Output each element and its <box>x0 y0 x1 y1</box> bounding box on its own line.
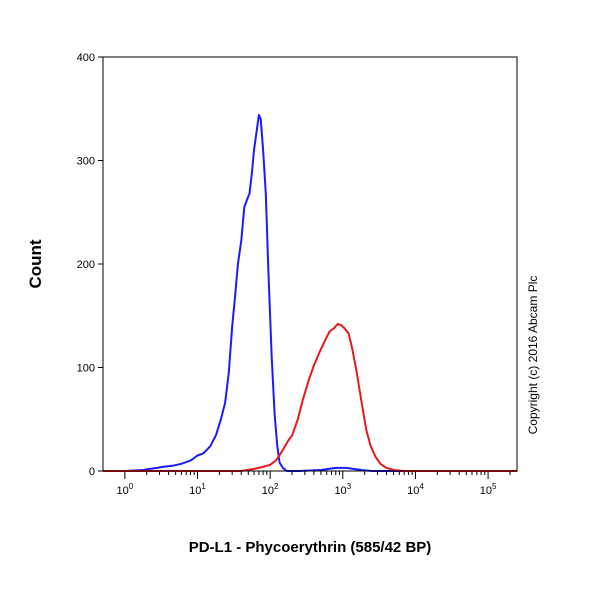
copyright-text: Copyright (c) 2016 Abcam Plc <box>526 276 540 435</box>
x-axis: 100 101 102 103 104 105 <box>117 471 511 497</box>
x-tick-label: 102 <box>262 482 279 497</box>
series-line-1 <box>103 114 517 472</box>
x-tick-base: 10 <box>480 485 492 497</box>
y-axis: 0 100 200 300 400 <box>77 52 103 478</box>
y-tick-label: 300 <box>77 156 95 168</box>
x-tick-exponent: 4 <box>419 482 424 491</box>
x-tick-exponent: 2 <box>274 482 279 491</box>
x-tick-label: 103 <box>334 482 351 497</box>
x-tick-base: 10 <box>117 485 129 497</box>
y-tick-label: 100 <box>77 363 95 375</box>
x-tick-base: 10 <box>334 485 346 497</box>
x-tick-label: 101 <box>189 482 206 497</box>
x-tick-base: 10 <box>407 485 419 497</box>
x-tick-base: 10 <box>189 485 201 497</box>
series-line-2 <box>103 323 517 472</box>
x-tick-label: 104 <box>407 482 424 497</box>
plot-frame <box>102 56 518 472</box>
x-tick-exponent: 0 <box>129 482 134 491</box>
plot-series <box>103 114 517 472</box>
y-tick-label: 400 <box>77 52 95 64</box>
y-tick-label: 200 <box>77 259 95 271</box>
x-tick-base: 10 <box>262 485 274 497</box>
x-tick-exponent: 5 <box>492 482 497 491</box>
x-axis-title: PD-L1 - Phycoerythrin (585/42 BP) <box>189 539 432 556</box>
x-tick-exponent: 3 <box>347 482 352 491</box>
x-tick-exponent: 1 <box>201 482 206 491</box>
y-tick-label: 0 <box>89 466 95 478</box>
y-axis-title: Count <box>26 239 45 288</box>
x-tick-label: 100 <box>117 482 134 497</box>
x-tick-label: 105 <box>480 482 497 497</box>
